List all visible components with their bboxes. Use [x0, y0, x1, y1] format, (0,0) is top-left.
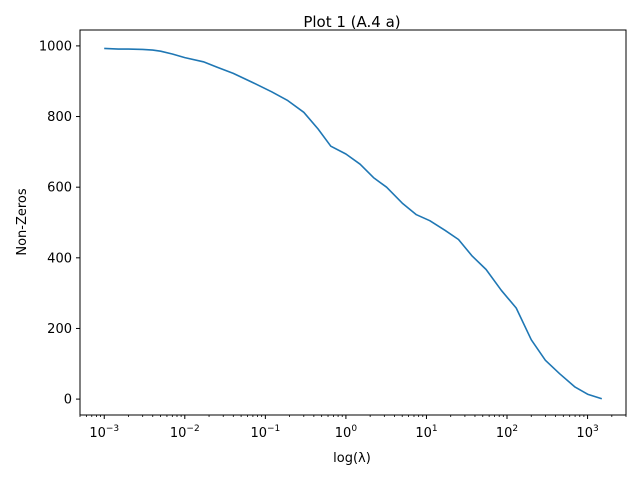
x-tick-label: 101: [415, 424, 437, 441]
y-tick-label: 200: [47, 322, 72, 337]
x-tick-label: 10−3: [89, 424, 119, 441]
chart-title: Plot 1 (A.4 a): [303, 13, 400, 31]
x-tick-label: 100: [335, 424, 358, 441]
x-tick-label: 10−1: [250, 424, 280, 441]
x-axis: 10−3 10−2 10−1 100 101 102 103: [79, 415, 627, 441]
y-axis-label: Non-Zeros: [15, 188, 30, 256]
y-tick-label: 400: [47, 251, 72, 266]
y-tick-label: 1000: [39, 39, 72, 54]
y-tick-label: 0: [64, 393, 72, 408]
plot-area: [79, 29, 627, 416]
x-tick-label: 102: [496, 424, 518, 441]
x-tick-label: 103: [576, 424, 598, 441]
series-line-non-zeros: [104, 47, 603, 400]
y-axis: 0 200 400 600 800 1000: [39, 39, 80, 408]
y-tick-label: 600: [47, 181, 72, 196]
x-tick-label: 10−2: [170, 424, 200, 441]
x-axis-label: log(λ): [333, 451, 371, 466]
y-tick-label: 800: [47, 110, 72, 125]
